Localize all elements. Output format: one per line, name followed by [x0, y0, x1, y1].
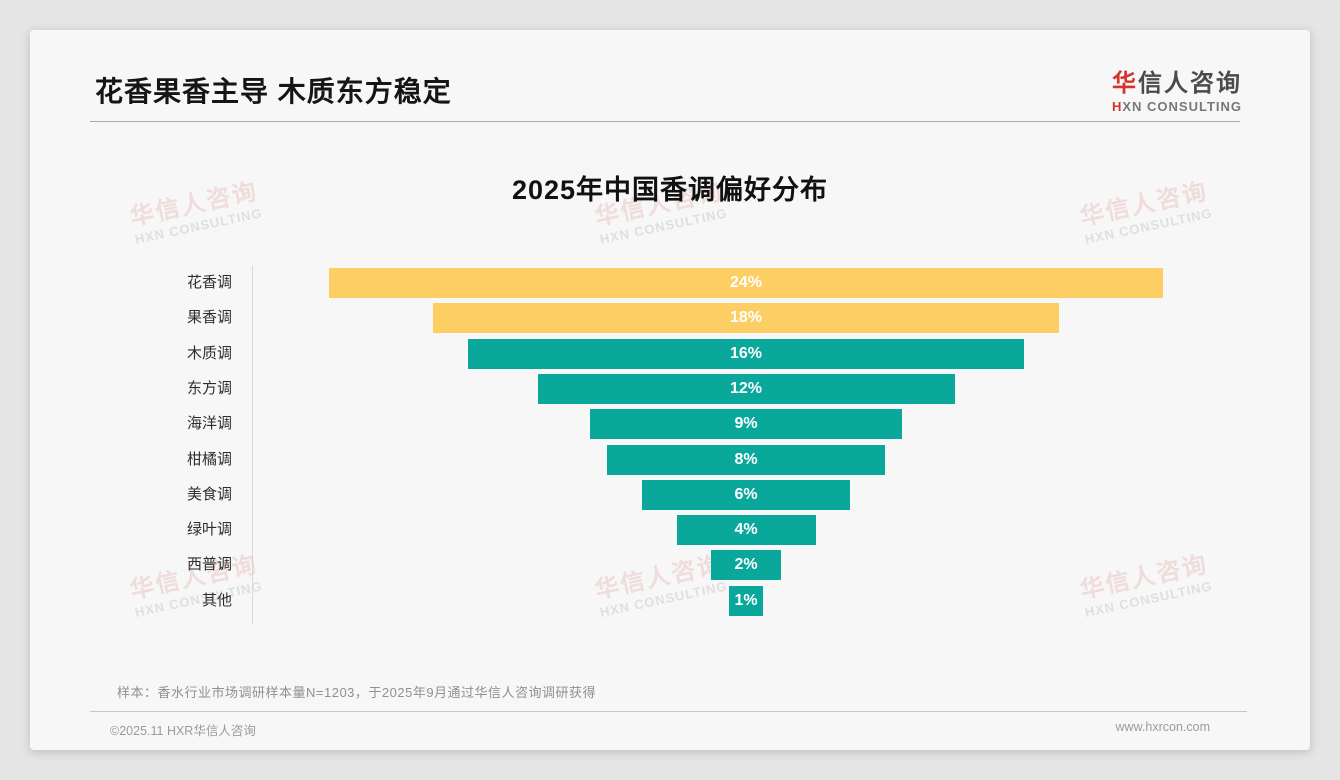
funnel-bar: 6%	[641, 479, 851, 510]
axis-line	[252, 266, 253, 624]
logo-zh-first-char: 华	[1112, 70, 1138, 97]
funnel-row: 海洋调 9%	[90, 409, 1250, 440]
bar-value-label: 18%	[729, 309, 763, 327]
funnel-bar: 1%	[728, 585, 764, 616]
funnel-row: 西普调 2%	[90, 550, 1250, 581]
chart-title: 2025年中国香调偏好分布	[511, 175, 829, 205]
logo-chinese-text: 华信人咨询	[1112, 63, 1242, 98]
page-title: 花香果香主导 木质东方稳定	[95, 76, 452, 107]
funnel-bar: 24%	[329, 268, 1163, 298]
category-label: 柑橘调	[186, 450, 232, 468]
category-label: 东方调	[186, 379, 232, 397]
logo-zh-rest: 信人咨询	[1138, 70, 1242, 97]
bar-value-label: 4%	[734, 521, 758, 539]
bar-value-label: 9%	[734, 415, 758, 433]
logo-english-text: HXN CONSULTING	[1112, 99, 1242, 114]
bar-value-label: 6%	[734, 485, 758, 503]
funnel-row: 花香调 24%	[90, 268, 1250, 298]
category-label: 海洋调	[186, 415, 232, 433]
company-logo: 华信人咨询 HXN CONSULTING	[1112, 63, 1242, 114]
footer-divider	[90, 711, 1247, 712]
funnel-bar: 2%	[711, 550, 781, 581]
bar-value-label: 24%	[729, 274, 763, 291]
funnel-bar: 12%	[537, 373, 955, 404]
category-label: 木质调	[186, 344, 232, 362]
slide-card: 华信人咨询 HXN CONSULTING 华信人咨询 HXN CONSULTING 华信…	[30, 30, 1310, 750]
bar-value-label: 16%	[729, 344, 763, 362]
bar-value-label: 12%	[729, 379, 763, 397]
logo-en-rest: XN CONSULTING	[1122, 99, 1242, 114]
funnel-row: 东方调 12%	[90, 373, 1250, 404]
category-label: 西普调	[186, 556, 232, 574]
funnel-bar: 8%	[607, 444, 885, 475]
category-label: 美食调	[186, 485, 232, 503]
funnel-row: 其他 1%	[90, 585, 1250, 616]
sample-note: 样本：香水行业市场调研样本量N=1203，于2025年9月通过华信人咨询调研获得	[117, 685, 597, 700]
header-divider	[90, 121, 1240, 122]
funnel-row: 绿叶调 4%	[90, 515, 1250, 546]
funnel-row: 果香调 18%	[90, 303, 1250, 334]
logo-en-first-char: H	[1111, 99, 1123, 114]
bar-value-label: 1%	[734, 591, 758, 609]
bar-value-label: 8%	[734, 450, 758, 468]
category-label: 绿叶调	[186, 521, 232, 539]
funnel-chart: 花香调 24% 果香调 18% 木质调 16% 东方调 12% 海洋调 9% 柑橘调 8% 美食调 6% 绿…	[90, 266, 1250, 624]
funnel-row: 木质调 16%	[90, 338, 1250, 369]
funnel-row: 美食调 6%	[90, 479, 1250, 510]
funnel-bar: 9%	[589, 409, 903, 440]
funnel-row: 柑橘调 8%	[90, 444, 1250, 475]
funnel-bar: 18%	[433, 303, 1059, 334]
funnel-bar: 16%	[468, 338, 1024, 369]
category-label: 果香调	[186, 309, 232, 327]
funnel-bar: 4%	[676, 515, 816, 546]
bar-value-label: 2%	[734, 556, 758, 574]
footer-copyright: ©2025.11 HXR华信人咨询	[110, 724, 256, 738]
category-label: 其他	[201, 591, 232, 609]
category-label: 花香调	[186, 274, 232, 291]
footer-website: www.hxrcon.com	[1115, 720, 1210, 734]
